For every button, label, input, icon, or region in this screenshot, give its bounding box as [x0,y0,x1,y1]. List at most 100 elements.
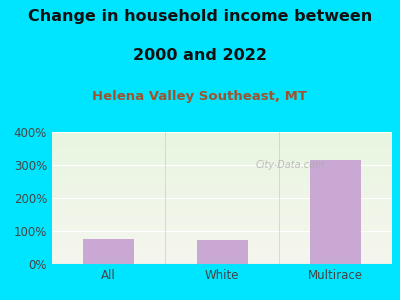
Bar [52,162,392,164]
Bar [52,165,392,166]
Bar [52,220,392,222]
Bar [52,227,392,228]
Bar [52,232,392,234]
Bar [52,176,392,177]
Bar [52,168,392,169]
Bar [52,173,392,174]
Bar [52,208,392,210]
Bar [52,234,392,235]
Bar [52,239,392,240]
Bar [52,153,392,154]
Bar [52,218,392,219]
Bar [52,257,392,259]
Bar [52,252,392,254]
Bar [52,146,392,148]
Bar [52,240,392,242]
Bar [52,244,392,245]
Bar [52,179,392,181]
Bar [52,243,392,244]
Text: Change in household income between: Change in household income between [28,9,372,24]
Bar [52,248,392,250]
Bar [52,207,392,208]
Bar [52,222,392,223]
Bar [52,238,392,239]
Bar [52,181,392,182]
Bar [52,211,392,212]
Bar [52,198,392,199]
Bar [52,161,392,162]
Bar [52,245,392,247]
Bar [52,193,392,194]
Bar [52,160,392,161]
Bar [52,212,392,214]
Bar [52,139,392,140]
Bar [52,170,392,172]
Bar [52,210,392,211]
Bar [52,144,392,145]
Bar [52,172,392,173]
Bar [52,189,392,190]
Bar [52,154,392,156]
Bar [52,182,392,184]
Bar [52,142,392,144]
Text: 2000 and 2022: 2000 and 2022 [133,48,267,63]
Bar [52,132,392,133]
Bar [52,137,392,139]
Bar [52,149,392,151]
Bar [52,197,392,198]
Bar [52,256,392,257]
Bar [52,194,392,195]
Bar [310,160,361,264]
Bar [52,169,392,170]
Bar [52,177,392,178]
Bar [52,202,392,203]
Text: City-Data.com: City-Data.com [255,160,325,170]
Bar [52,164,392,165]
Bar [52,263,392,264]
Bar [52,224,392,226]
Bar [52,217,392,218]
Bar [52,151,392,152]
Bar [52,136,392,137]
Bar [52,174,392,175]
Bar [52,260,392,261]
Bar [52,230,392,231]
Bar [52,191,392,193]
Bar [196,240,248,264]
Bar [52,188,392,189]
Bar [52,140,392,141]
Bar [52,133,392,135]
Bar [52,242,392,243]
Bar [52,135,392,136]
Text: Helena Valley Southeast, MT: Helena Valley Southeast, MT [92,90,308,103]
Bar [52,152,392,153]
Bar [52,228,392,230]
Bar [52,203,392,205]
Bar [52,195,392,197]
Bar [52,145,392,146]
Bar [52,231,392,232]
Bar [52,251,392,252]
Bar [52,235,392,236]
Bar [52,214,392,215]
Bar [52,201,392,202]
Bar [52,190,392,191]
Bar [52,205,392,206]
Bar [52,223,392,224]
Bar [52,236,392,238]
Bar [52,226,392,227]
Bar [52,157,392,158]
Bar [52,215,392,217]
Bar [52,156,392,157]
Bar [52,185,392,186]
Bar [52,141,392,142]
Bar [52,148,392,149]
Bar [52,255,392,256]
Bar [52,247,392,248]
Bar [83,239,134,264]
Bar [52,186,392,188]
Bar [52,219,392,220]
Bar [52,261,392,263]
Bar [52,184,392,185]
Bar [52,166,392,168]
